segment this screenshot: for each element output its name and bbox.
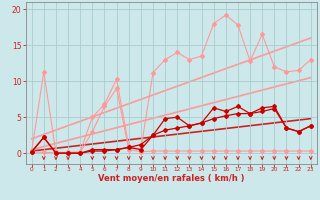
X-axis label: Vent moyen/en rafales ( km/h ): Vent moyen/en rafales ( km/h ) (98, 174, 244, 183)
